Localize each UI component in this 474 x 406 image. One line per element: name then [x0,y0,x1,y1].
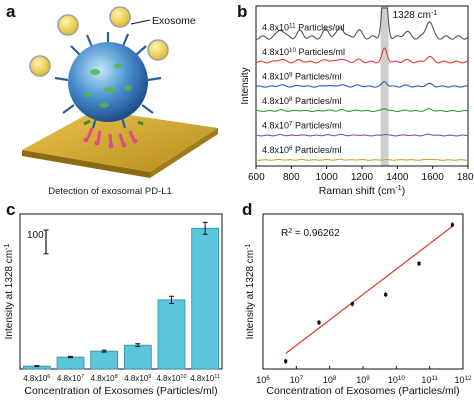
calibration-panel: 106 107 108 109 1010 1011 1012 R2 = 0.96262 Conc… [237,200,474,401]
x-tick-label-4: 4.8x1010 [156,374,186,383]
spectrum-label-3: 4.8x108 Particles/ml [262,96,342,107]
x-tick-label-3: 4.8x109 [124,374,151,383]
spectrum-label-5: 4.8x106 Particles/ml [262,145,342,156]
x-tick-label-1: 4.8x107 [57,374,84,383]
peak-annotation: 1328 cm-1 [393,10,438,22]
scale-bar-label: 100 [27,230,44,241]
schematic-caption: Detection of exosomal PD-L1 [48,186,172,197]
exosome-spikes [54,32,162,129]
exosome-cargo [84,63,132,108]
panel-label-b: b [237,2,248,21]
bar-4 [157,299,186,370]
spectrum-label-1: 4.8x1010 Particles/ml [262,47,345,58]
spectrum-line-1 [255,47,469,64]
surface-probes [83,119,144,149]
x-axis-title: Concentration of Exosomes (Particles/ml) [24,385,217,397]
schematic-panel: Exosome Detection of exosomal PD-L1 [0,0,232,200]
x-tick-label-0: 106 [256,375,270,386]
data-point-2 [350,302,354,306]
panel-label-d: d [242,200,253,219]
bar-2 [90,350,119,370]
x-tick-label-5: 1600 [422,172,445,183]
x-tick-label-6: 1800 [457,172,474,183]
data-point-3 [384,293,388,297]
x-tick-label-3: 1200 [351,172,374,183]
x-tick-label-5: 4.8x1011 [190,374,220,383]
x-tick-label-1: 107 [290,375,304,386]
bar-3 [123,344,152,370]
x-tick-label-2: 4.8x108 [91,374,118,383]
raman-spectra-panel: 4.8x1011 Particles/ml 4.8x1010 Particles/… [232,0,474,200]
x-tick-label-0: 600 [248,172,265,183]
x-tick-label-3: 109 [356,375,370,386]
sers-nanoparticle-4 [29,55,51,77]
spectrum-line-4 [256,133,468,137]
x-tick-label-0: 4.8x106 [23,374,50,383]
x-tick-label-2: 1000 [316,172,339,183]
intensity-bar-panel: 4.8x106 4.8x107 4.8x108 4.8x109 4.8x1010 4.8x… [0,200,237,401]
x-tick-label-6: 1012 [454,375,472,386]
peak-highlight-band [380,6,389,166]
x-tick-label-2: 108 [323,375,337,386]
panel-label-c: c [6,200,16,219]
x-tick-label-5: 1011 [421,375,438,386]
bar-5 [191,227,220,370]
x-tick-label-4: 1010 [388,375,406,386]
x-tick-label-1: 800 [283,172,300,183]
exosome-schematic: Exosome Detection of exosomal PD-L1 [22,6,218,197]
intensity-bar-chart: 4.8x106 4.8x107 4.8x108 4.8x109 4.8x1010 4.8x… [4,213,223,397]
y-axis-title: Intensity at 1328 cm-1 [4,244,16,340]
spectrum-line-2 [255,81,469,88]
y-axis-title: Intensity at 1328 cm-1 [245,244,257,340]
gold-substrate-side [150,128,218,178]
raman-spectra-chart: 4.8x1011 Particles/ml 4.8x1010 Particles/… [240,5,474,198]
calibration-scatter-chart: 106 107 108 109 1010 1011 1012 R2 = 0.96262 Conc… [245,213,472,397]
sers-nanoparticle-1 [57,14,79,36]
exosome-label: Exosome [152,15,196,27]
data-point-1 [317,320,321,325]
spectrum-label-0: 4.8x1011 Particles/ml [262,22,345,33]
plot-frame [19,213,223,370]
exosome-pointer [130,19,151,25]
data-point-5 [450,223,454,227]
gold-substrate-edge [22,150,150,178]
exosome [68,42,148,122]
x-axis-title: Concentration of Exosomes (Particles/ml) [266,385,459,397]
r-squared-annotation: R2 = 0.96262 [281,228,340,240]
spectrum-label-4: 4.8x107 Particles/ml [262,120,342,131]
spectrum-line-0 [255,7,469,40]
sers-nanoparticle-3 [147,39,169,61]
spectrum-line-5 [255,158,469,161]
data-point-0 [284,359,288,363]
spectrum-line-3 [255,108,469,113]
data-point-4 [417,262,421,266]
bar-1 [56,356,85,370]
sers-nanoparticle-2 [109,6,131,28]
x-tick-label-4: 1400 [386,172,409,183]
x-axis-title: Raman shift (cm-1) [319,183,405,198]
panel-label-a: a [6,2,16,21]
gold-substrate [22,110,218,172]
spectrum-label-2: 4.8x109 Particles/ml [262,71,342,82]
fit-line [285,225,453,354]
y-axis-title: Intensity [240,67,251,104]
